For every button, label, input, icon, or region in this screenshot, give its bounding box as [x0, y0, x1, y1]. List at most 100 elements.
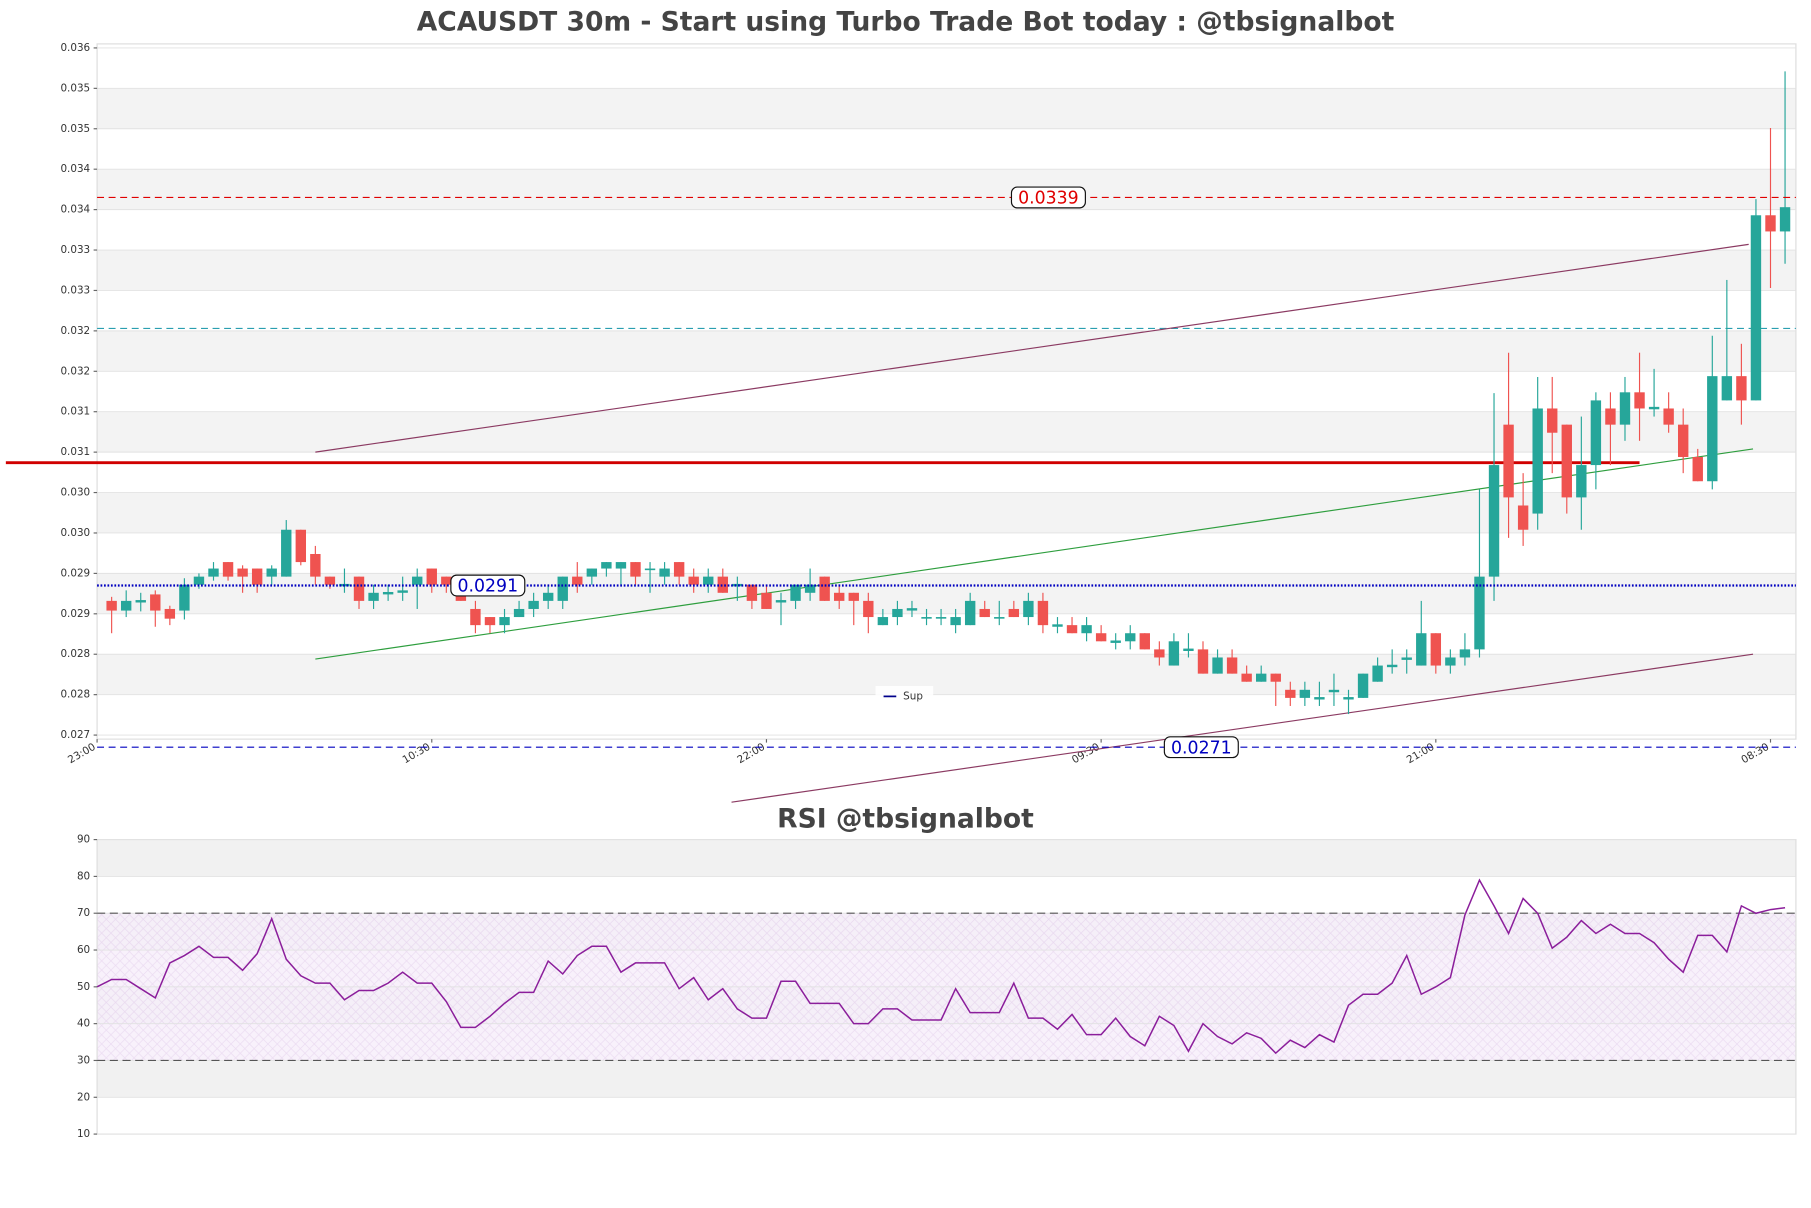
y-tick-label: 70 [77, 907, 90, 919]
candle-body [761, 592, 772, 609]
candle-body [1619, 392, 1631, 425]
candle-body [1139, 633, 1150, 650]
candle-body [1605, 408, 1616, 425]
candle-body [1445, 657, 1456, 666]
candle-body [775, 600, 787, 603]
candle-body [1314, 697, 1325, 700]
candle-body [1532, 408, 1543, 514]
candle-body [1023, 600, 1034, 618]
chart-title: ACAUSDT 30m - Start using Turbo Trade Bo… [417, 7, 1395, 38]
candle-body [1576, 465, 1587, 498]
y-tick-label: 0.032 [60, 365, 90, 377]
candle-body [1008, 608, 1020, 618]
y-tick-label: 0.034 [60, 204, 90, 216]
y-tick-label: 0.036 [60, 42, 90, 54]
candle-body [382, 591, 394, 595]
candle-body [484, 617, 496, 626]
level-label: 0.0271 [1171, 738, 1232, 758]
candle-body [513, 608, 525, 618]
candle-body [106, 600, 117, 611]
candle-body [848, 592, 859, 601]
y-tick-label: 0.034 [60, 163, 90, 175]
trend-line [315, 243, 1749, 453]
candle-body [1663, 408, 1674, 425]
candle-body [819, 576, 830, 601]
candle-body [1561, 424, 1572, 498]
y-tick-label: 30 [77, 1054, 90, 1066]
legend-box [875, 685, 934, 707]
candle-body [164, 608, 176, 619]
candle-body [237, 568, 248, 577]
candle-body [295, 529, 307, 563]
candle-body [717, 576, 728, 593]
y-tick-label: 0.029 [60, 608, 90, 620]
legend-label: Sup [903, 690, 923, 702]
candle-body [441, 576, 452, 585]
y-tick-label: 0.030 [60, 527, 90, 539]
candle-body [179, 584, 190, 611]
candle-body [790, 584, 801, 601]
candle-body [1226, 657, 1238, 674]
candle-body [979, 608, 990, 618]
candle-body [659, 568, 670, 577]
candle-body [397, 590, 408, 593]
candle-body [615, 562, 627, 569]
grid-band [97, 88, 1796, 129]
candle-body [266, 568, 277, 577]
y-tick-label: 10 [77, 1128, 90, 1140]
candle-body [324, 576, 336, 585]
level-label: 0.0339 [1018, 189, 1079, 209]
candle-body [426, 568, 437, 585]
candle-body [1648, 406, 1660, 410]
candle-body [1459, 649, 1471, 658]
candle-body [281, 529, 292, 577]
y-tick-label: 0.033 [60, 244, 90, 256]
candle-body [994, 617, 1005, 619]
grid-band [97, 330, 1796, 372]
candle-body [150, 594, 161, 611]
candle-body [1503, 424, 1514, 498]
candle-body [703, 576, 714, 585]
candle-body [1357, 673, 1369, 698]
y-tick-label: 50 [77, 981, 90, 993]
candle-body [1590, 400, 1602, 466]
candle-body [834, 592, 845, 601]
grid-band [97, 654, 1796, 695]
y-tick-label: 60 [77, 944, 90, 956]
candle-body [412, 576, 423, 585]
y-tick-label: 0.031 [60, 446, 90, 458]
candle-body [804, 584, 816, 593]
level-label-box [1010, 186, 1086, 209]
candle-body [1634, 392, 1645, 409]
candle-body [1692, 456, 1703, 482]
y-tick-label: 40 [77, 1018, 90, 1030]
candle-body [528, 600, 539, 609]
candle-body [732, 583, 743, 587]
candle-body [1125, 633, 1136, 642]
y-tick-label: 0.031 [60, 406, 90, 418]
candle-body [1736, 376, 1747, 401]
candle-body [906, 608, 918, 611]
candle-body [964, 600, 976, 626]
y-tick-label: 0.027 [60, 729, 90, 741]
candle-body [1052, 624, 1063, 627]
candle-body [877, 617, 889, 626]
candle-body [1765, 215, 1776, 232]
candle-body [601, 562, 612, 569]
candle-body [1474, 576, 1485, 650]
candle-body [1299, 689, 1311, 698]
candle-body [1430, 633, 1442, 666]
candle-body [1110, 640, 1121, 643]
candle-body [1081, 625, 1092, 634]
candle-body [470, 608, 481, 626]
y-tick-label: 90 [77, 834, 90, 846]
rsi-title: RSI @tbsignalbot [777, 803, 1034, 834]
candle-body [1750, 215, 1762, 401]
y-tick-label: 0.030 [60, 487, 90, 499]
candle-body [1256, 673, 1267, 682]
y-tick-label: 0.035 [60, 82, 90, 94]
grid-band [97, 573, 1796, 614]
y-tick-label: 0.035 [60, 123, 90, 135]
candle-body [1212, 657, 1223, 674]
